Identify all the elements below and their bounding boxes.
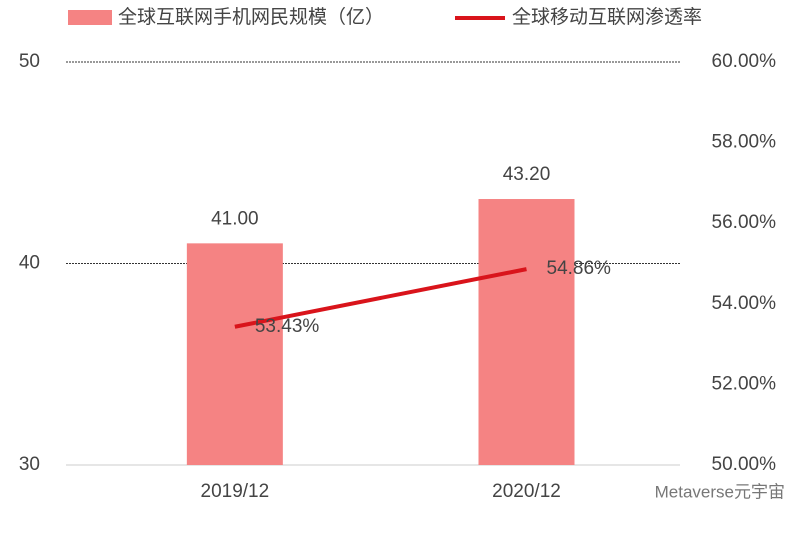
legend-swatch (68, 10, 112, 25)
y2-tick-label: 60.00% (712, 51, 777, 72)
legend-label: 全球互联网手机网民规模（亿） (118, 6, 384, 28)
data-label: 54.86% (547, 258, 612, 279)
data-label: 53.43% (255, 316, 320, 337)
watermark: Metaverse元宇宙 (655, 482, 785, 501)
x-tick-label: 2019/12 (201, 481, 270, 502)
y2-tick-label: 58.00% (712, 132, 777, 153)
line (234, 267, 527, 329)
data-label: 41.00 (211, 208, 259, 229)
y2-tick-label: 50.00% (712, 454, 777, 475)
y2-tick-label: 54.00% (712, 293, 777, 314)
y2-tick-label: 56.00% (712, 212, 777, 233)
x-tick-label: 2020/12 (492, 481, 561, 502)
legend-label: 全球移动互联网渗透率 (512, 6, 702, 28)
bar (186, 243, 283, 465)
bar (478, 199, 575, 465)
y-tick-label: 50 (19, 51, 40, 72)
y2-tick-label: 52.00% (712, 373, 777, 394)
data-label: 43.20 (503, 164, 551, 185)
y-tick-label: 30 (19, 454, 40, 475)
y-tick-label: 40 (19, 253, 40, 274)
